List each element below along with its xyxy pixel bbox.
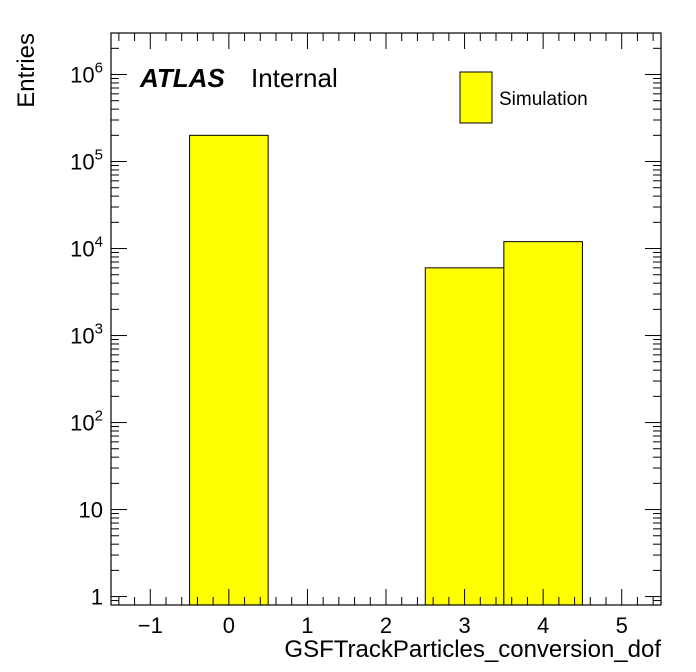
x-tick-label: 0 [223, 613, 235, 638]
legend: Simulation [459, 71, 588, 124]
x-tick-label: 4 [537, 613, 549, 638]
tick-labels-layer: −1 0 1 2 3 4 5 1 10 102 103 104 105 106 [70, 60, 628, 638]
histogram-bar-4 [503, 241, 583, 606]
legend-swatch [459, 71, 493, 124]
x-tick-label: −1 [138, 613, 163, 638]
y-tick-label: 104 [70, 234, 103, 262]
y-tick-label: 106 [70, 60, 103, 88]
y-axis-title: Entries [13, 33, 40, 108]
histogram-bar-3 [424, 267, 505, 606]
atlas-label-bold: ATLAS [139, 63, 225, 93]
plot-frame [110, 32, 662, 606]
x-tick-label: 3 [458, 613, 470, 638]
y-tick-label: 10 [79, 498, 103, 523]
x-tick-label: 5 [616, 613, 628, 638]
histogram-bar-0 [189, 134, 269, 606]
x-tick-label: 2 [380, 613, 392, 638]
x-axis-title: GSFTrackParticles_conversion_dof [284, 636, 661, 663]
y-tick-label: 1 [91, 585, 103, 610]
y-tick-label: 103 [70, 321, 103, 349]
y-tick-label: 102 [70, 408, 103, 436]
atlas-label: ATLAS Internal [139, 63, 338, 93]
atlas-label-text: Internal [251, 63, 338, 93]
legend-entry-simulation: Simulation [499, 89, 588, 110]
y-tick-label: 105 [70, 147, 103, 175]
ticks-layer [111, 32, 661, 606]
bars-layer [189, 134, 583, 606]
x-tick-label: 1 [301, 613, 313, 638]
